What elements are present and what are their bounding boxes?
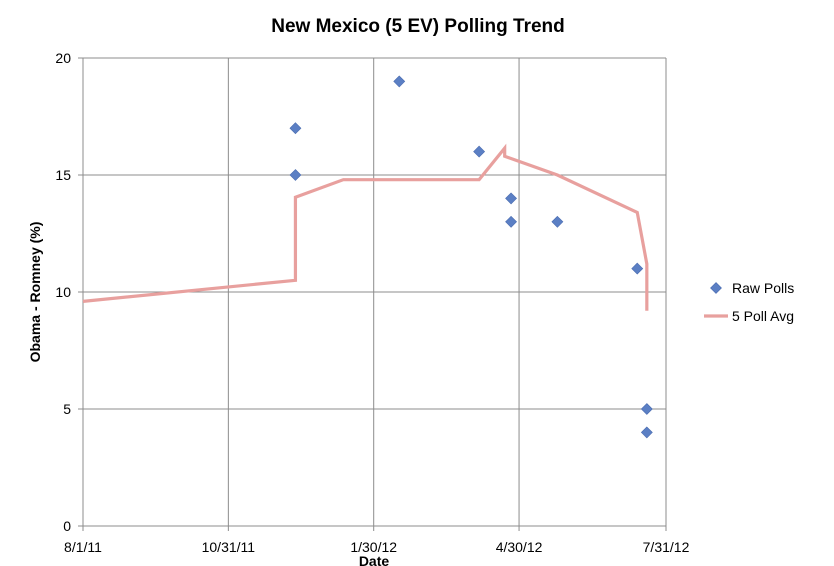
avg-line-layer: [82, 143, 649, 311]
y-tick-label: 20: [55, 50, 71, 66]
raw-poll-point: [640, 426, 653, 439]
raw-poll-point: [393, 75, 406, 88]
x-tick-label: 8/1/11: [64, 539, 102, 555]
x-tick-label: 10/31/11: [202, 539, 256, 555]
legend-label: 5 Poll Avg: [732, 308, 794, 324]
x-tick-label: 4/30/12: [496, 539, 543, 555]
y-axis-title: Obama - Romney (%): [27, 222, 43, 363]
legend: Raw Polls 5 Poll Avg: [704, 280, 794, 324]
y-tick-label: 0: [63, 518, 71, 534]
y-tick-label: 10: [55, 284, 71, 300]
legend-diamond-swatch: [710, 282, 722, 294]
legend-label: Raw Polls: [732, 280, 794, 296]
x-axis-title: Date: [359, 553, 390, 566]
raw-poll-point: [505, 215, 517, 228]
raw-poll-point: [631, 262, 644, 275]
axes: [78, 57, 667, 531]
raw-poll-point: [289, 169, 302, 181]
tick-labels: 8/1/11 10/31/11 1/30/12 4/30/12 7/31/12 0 5 10 1…: [55, 50, 689, 555]
raw-polls-layer: [289, 75, 653, 439]
y-tick-label: 15: [55, 167, 71, 183]
raw-poll-point: [505, 192, 517, 205]
x-tick-label: 1/30/12: [350, 539, 397, 555]
raw-poll-point: [289, 122, 302, 135]
chart-title: New Mexico (5 EV) Polling Trend: [271, 16, 565, 37]
raw-poll-point: [551, 215, 564, 228]
raw-poll-point: [473, 145, 486, 158]
x-tick-label: 7/31/12: [643, 539, 690, 555]
avg-line: [82, 143, 649, 311]
y-tick-label: 5: [63, 401, 71, 417]
raw-poll-point: [640, 403, 653, 415]
